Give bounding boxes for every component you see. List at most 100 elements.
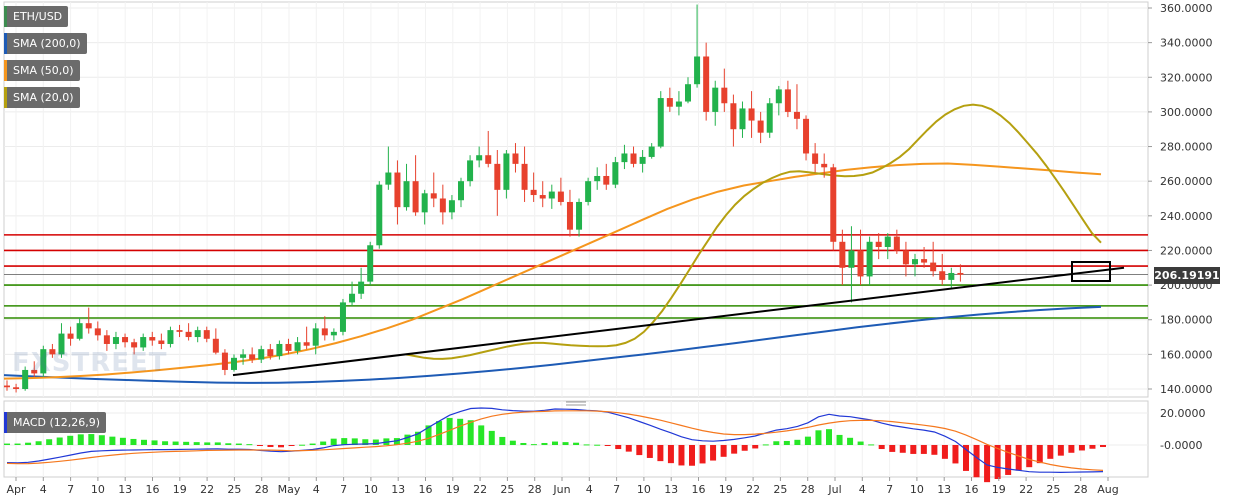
macd-bar-positive — [162, 441, 169, 445]
macd-bar-negative — [604, 445, 611, 446]
macd-bar-negative — [278, 445, 284, 448]
macd-bar-positive — [446, 417, 453, 445]
candle-up — [194, 330, 201, 338]
date-tick-label: 25 — [773, 483, 787, 496]
macd-bar-negative — [288, 445, 295, 446]
price-tick-label: 220.0000 — [1160, 244, 1213, 257]
legend-sma200[interactable]: SMA (200,0) — [4, 33, 87, 54]
date-tick-label: Jun — [552, 483, 570, 496]
date-tick-label: 16 — [692, 483, 706, 496]
main-frame — [3, 1, 1149, 398]
candle-up — [448, 200, 455, 213]
candle-down — [85, 323, 92, 329]
candle-down — [439, 198, 446, 213]
candle-down — [902, 250, 909, 265]
macd-histogram — [4, 417, 1106, 483]
price-tick-label: 260.0000 — [1160, 175, 1213, 188]
macd-bar-negative — [1078, 445, 1085, 451]
candle-down — [539, 195, 546, 199]
macd-bar-negative — [1026, 445, 1033, 468]
main-grid — [3, 1, 1149, 398]
candle-up — [240, 354, 247, 358]
date-tick-label: 19 — [719, 483, 733, 496]
candle-down — [530, 189, 537, 196]
macd-bar-positive — [56, 437, 63, 445]
date-tick-label: 16 — [419, 483, 433, 496]
macd-bar-negative — [1089, 445, 1096, 449]
legend-macd[interactable]: MACD (12,26,9) — [4, 412, 107, 433]
candle-down — [893, 236, 900, 251]
macd-bar-negative — [878, 445, 885, 450]
candle-up — [76, 323, 83, 339]
candle-up — [140, 337, 147, 348]
candle-down — [494, 163, 501, 190]
macd-bar-negative — [689, 445, 695, 466]
macd-bar-negative — [941, 445, 948, 459]
candle-up — [349, 293, 356, 303]
candle-down — [721, 87, 728, 104]
candle-up — [685, 84, 691, 102]
macd-bar-positive — [119, 437, 126, 445]
candle-up — [503, 153, 510, 190]
date-tick-label: 13 — [118, 483, 132, 496]
legend-sma20[interactable]: SMA (20,0) — [4, 87, 80, 108]
candle-up — [775, 89, 782, 104]
macd-bar-positive — [193, 442, 200, 445]
macd-bar-positive — [151, 440, 158, 445]
price-tick-label: 140.0000 — [1160, 383, 1213, 396]
candles — [4, 4, 964, 393]
macd-bar-positive — [98, 435, 105, 445]
macd-bar-positive — [14, 443, 21, 445]
macd-bar-positive — [520, 442, 527, 445]
macd-bar-positive — [573, 442, 580, 445]
macd-bar-negative — [615, 445, 622, 450]
macd-bar-positive — [351, 438, 358, 445]
macd-bar-positive — [4, 443, 10, 445]
watermark-logo: FXSTREET — [12, 348, 168, 378]
macd-bar-positive — [362, 439, 369, 445]
macd-bar-negative — [889, 445, 896, 452]
candle-down — [31, 369, 38, 374]
candle-down — [939, 271, 946, 280]
date-tick-label: 19 — [446, 483, 460, 496]
price-tick-label: 180.0000 — [1160, 314, 1213, 327]
candle-down — [430, 193, 437, 199]
legend-pair[interactable]: ETH/USD — [4, 6, 69, 27]
candle-up — [467, 160, 474, 182]
macd-bar-positive — [773, 441, 780, 445]
candle-down — [630, 153, 637, 164]
date-tick-label: 4 — [40, 483, 47, 496]
macd-bar-positive — [583, 444, 590, 446]
macd-bar-positive — [562, 442, 569, 445]
macd-bar-positive — [172, 441, 179, 445]
candle-up — [585, 181, 592, 202]
macd-bar-positive — [299, 444, 306, 446]
candle-up — [403, 181, 410, 208]
candle-down — [703, 56, 710, 112]
macd-bar-negative — [625, 445, 632, 452]
candle-up — [576, 201, 583, 230]
candle-down — [49, 349, 56, 355]
date-tick-label: 10 — [637, 483, 651, 496]
date-tick-label: May — [278, 483, 301, 496]
legend-sma20-label: SMA (20,0) — [13, 91, 74, 104]
legend-sma50[interactable]: SMA (50,0) — [4, 60, 80, 81]
macd-bar-positive — [826, 429, 832, 445]
price-tick-label: 340.0000 — [1160, 37, 1213, 50]
macd-bar-positive — [552, 441, 558, 445]
macd-bar-positive — [594, 444, 601, 446]
date-tick-label: 7 — [886, 483, 893, 496]
macd-bar-positive — [77, 434, 84, 445]
candle-down — [803, 118, 810, 154]
macd-bar-positive — [204, 442, 211, 445]
date-tick-label: 4 — [313, 483, 320, 496]
macd-frame — [3, 400, 1149, 478]
date-tick-label: 22 — [473, 483, 487, 496]
macd-bar-positive — [235, 443, 242, 445]
candle-down — [249, 354, 256, 360]
price-tick-label: 280.0000 — [1160, 141, 1213, 154]
macd-bar-negative — [1047, 445, 1054, 459]
macd-bar-positive — [857, 441, 864, 445]
macd-bar-positive — [467, 420, 474, 445]
